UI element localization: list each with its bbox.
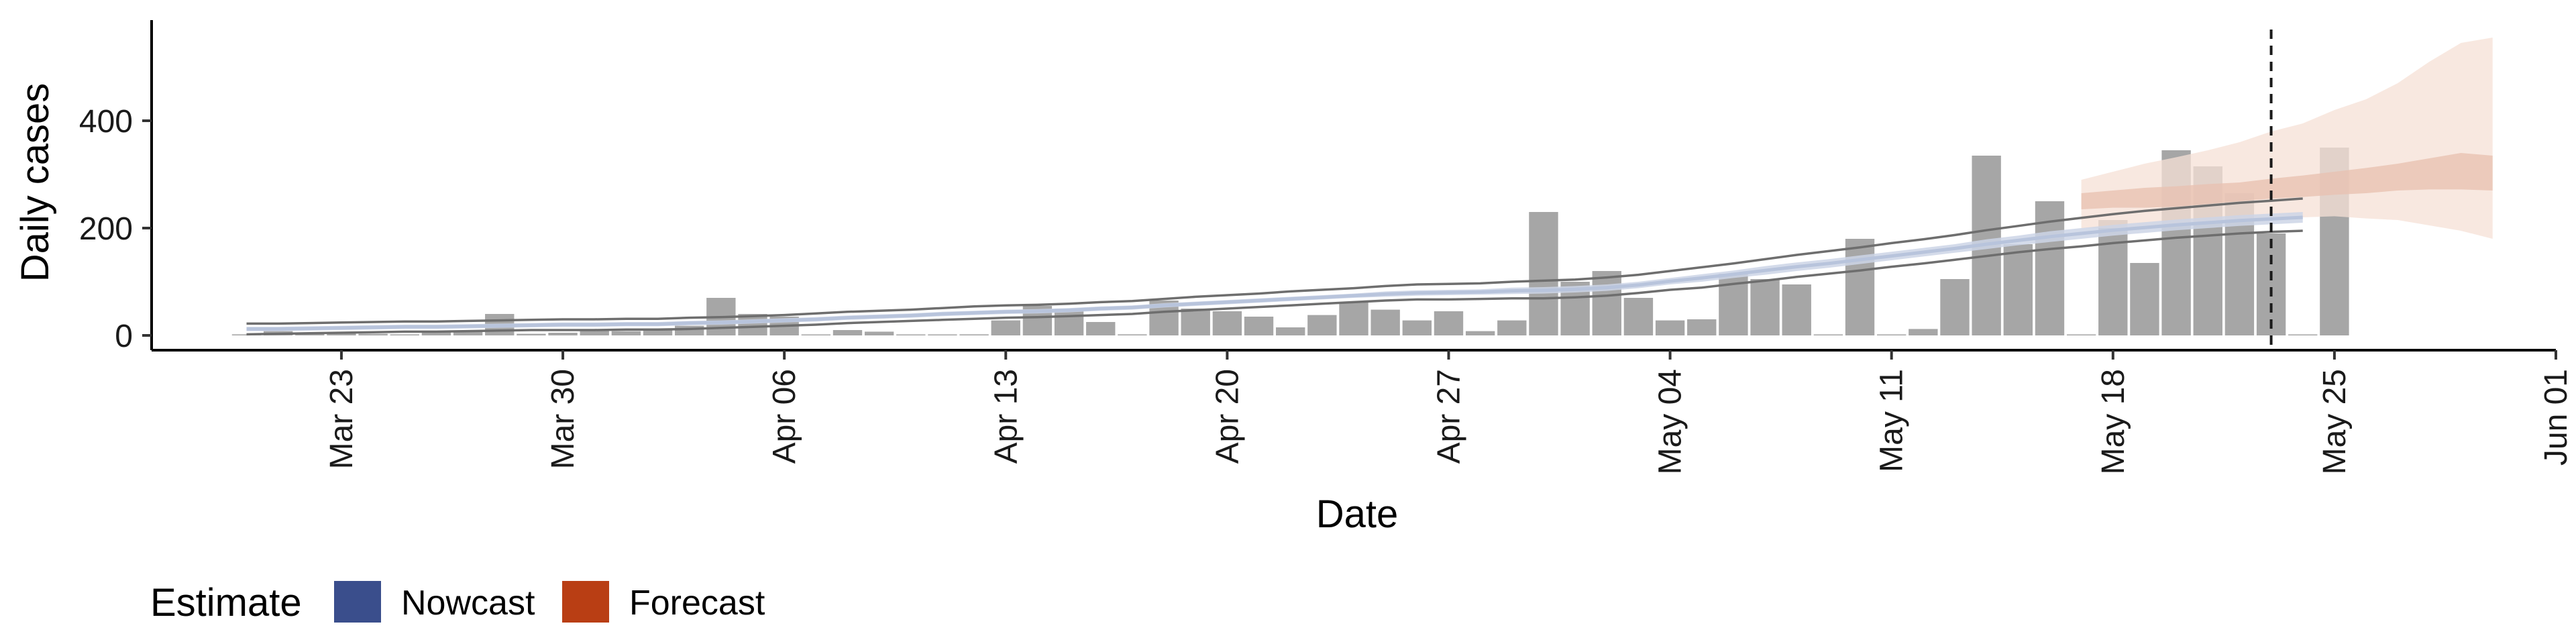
case-bar — [1750, 279, 1780, 335]
case-bar — [2066, 334, 2096, 335]
nowcast-lower-line — [246, 229, 2303, 336]
x-tick-label: May 11 — [1874, 369, 1910, 472]
case-bar — [1623, 298, 1654, 335]
case-bar — [1655, 320, 1685, 335]
x-axis-title: Date — [1316, 492, 1399, 536]
case-bar — [833, 330, 863, 335]
y-tick-label: 0 — [115, 319, 133, 354]
case-bar — [358, 333, 388, 335]
plot-area — [231, 30, 2493, 350]
case-bar — [1529, 212, 1558, 335]
case-bar — [548, 333, 578, 335]
case-bar — [1434, 311, 1464, 335]
case-bar — [1845, 239, 1875, 335]
case-bar — [611, 331, 641, 335]
legend-label-forecast: Forecast — [629, 584, 765, 623]
case-bar — [1307, 315, 1337, 335]
case-bar — [580, 330, 609, 335]
case-bar — [1339, 302, 1368, 335]
case-bar — [896, 334, 926, 335]
case-bar — [2130, 263, 2159, 335]
y-tick-label: 200 — [79, 211, 133, 247]
x-tick-label: May 04 — [1653, 369, 1688, 474]
case-bar — [1687, 319, 1717, 335]
x-tick-label: May 25 — [2317, 369, 2353, 474]
case-bar — [1212, 311, 1242, 335]
case-bar — [864, 331, 894, 335]
case-bar — [1054, 309, 1084, 335]
case-bar — [1876, 334, 1907, 335]
case-bar — [801, 334, 831, 335]
case-bar — [453, 330, 483, 335]
case-bar — [1940, 279, 1970, 335]
x-axis: Mar 23 Mar 30 Apr 06 Apr 13 Apr 20 Apr 27 May … — [152, 349, 2574, 474]
case-bar — [517, 333, 546, 335]
case-bar — [1465, 331, 1495, 335]
case-bar — [327, 333, 356, 335]
case-bar — [991, 320, 1020, 335]
case-bar — [2256, 233, 2286, 335]
forecast-outer-band — [2081, 38, 2493, 239]
forecast-inner-band — [2081, 153, 2493, 209]
x-tick-label: Apr 20 — [1210, 369, 1245, 464]
x-tick-label: Apr 06 — [767, 369, 802, 464]
nowcast-upper-line — [246, 197, 2303, 325]
case-bar — [231, 334, 262, 335]
case-bar — [1244, 317, 1274, 335]
case-bar — [421, 332, 451, 335]
x-tick-label: Mar 23 — [324, 369, 360, 469]
x-tick-label: Mar 30 — [545, 369, 581, 469]
case-bar — [1371, 309, 1400, 335]
case-bar — [1813, 334, 1843, 335]
case-bar — [1181, 309, 1210, 335]
case-bar — [1497, 320, 1527, 335]
case-bar — [1118, 334, 1147, 335]
nowcast-median-line — [246, 215, 2303, 331]
case-bar — [959, 334, 989, 335]
legend-key-forecast — [562, 581, 609, 623]
case-bar — [1592, 271, 1621, 335]
legend-key-nowcast — [334, 581, 381, 623]
case-bar — [1782, 284, 1811, 335]
x-tick-label: Apr 27 — [1431, 369, 1466, 464]
case-bar — [1909, 329, 1938, 335]
case-bar — [674, 325, 704, 335]
legend-title: Estimate — [150, 581, 302, 625]
case-bar — [2098, 220, 2128, 335]
case-bar — [390, 334, 419, 335]
case-bar — [1402, 320, 1432, 335]
case-bar — [1086, 322, 1116, 335]
x-tick-label: Jun 01 — [2538, 369, 2574, 466]
legend-label-nowcast: Nowcast — [401, 584, 535, 623]
x-tick-label: Apr 13 — [988, 369, 1024, 464]
legend: Estimate Nowcast Forecast — [150, 581, 765, 625]
case-bar — [643, 329, 673, 335]
x-tick-label: May 18 — [2096, 369, 2131, 474]
case-bar — [2288, 334, 2318, 335]
case-bar — [928, 334, 957, 335]
case-bar — [1275, 327, 1305, 335]
y-axis-title: Daily cases — [13, 83, 57, 282]
y-axis: 0 200 400 — [79, 20, 153, 354]
y-tick-label: 400 — [79, 104, 133, 140]
case-bar — [2003, 244, 2033, 335]
